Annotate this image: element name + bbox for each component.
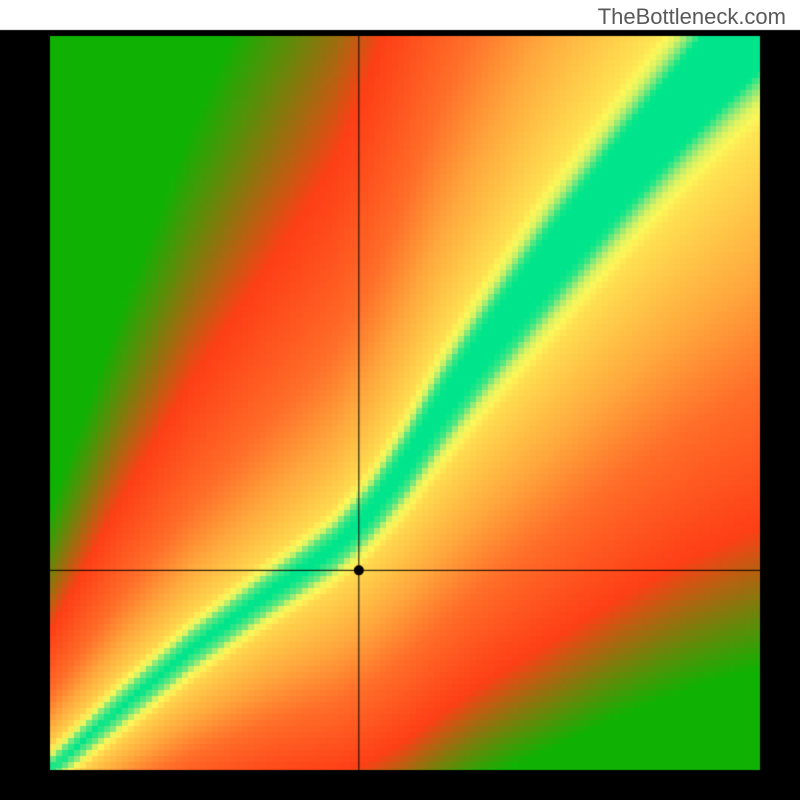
attribution-label: TheBottleneck.com <box>598 4 786 30</box>
bottleneck-heatmap-canvas <box>0 0 800 800</box>
chart-container: TheBottleneck.com <box>0 0 800 800</box>
